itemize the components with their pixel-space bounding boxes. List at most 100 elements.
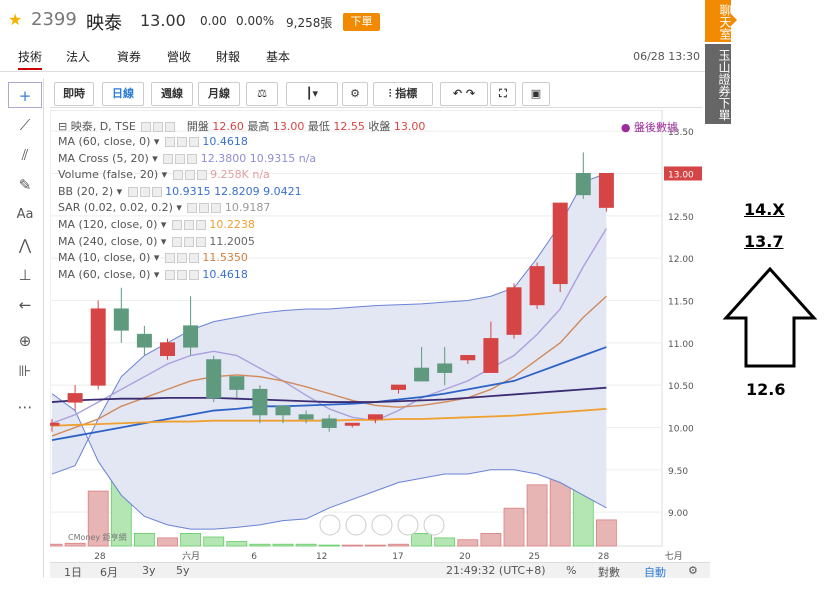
- chatroom-button[interactable]: 聊天室: [705, 0, 732, 42]
- post-market-data[interactable]: ● 盤後數據: [620, 121, 678, 134]
- more-icon[interactable]: ⋯: [17, 398, 33, 416]
- volume-bar: [596, 519, 617, 547]
- volume-bar: [411, 532, 433, 547]
- indicator-control-icon[interactable]: [183, 236, 194, 247]
- chart-area[interactable]: 13.50 13.00 12.50 12.00 11.50 11.00 10.50 10.00…: [50, 110, 712, 578]
- legend-eye-icon[interactable]: [141, 122, 152, 132]
- date-tick-label: 28: [598, 552, 610, 562]
- compare-scale-icon[interactable]: ⚖: [246, 82, 278, 106]
- indicator-legend-row[interactable]: Volume (false, 20) ▾ 9.258K n/a: [58, 168, 270, 181]
- bollinger-band: [52, 173, 607, 530]
- order-button[interactable]: 下單: [343, 13, 380, 31]
- legend-symbol: 映泰, D, TSE: [70, 120, 136, 133]
- brush-icon[interactable]: ✎: [18, 176, 32, 194]
- monthly-button[interactable]: 月線: [198, 82, 240, 106]
- back-arrow-icon[interactable]: ←: [18, 296, 32, 314]
- indicator-control-icon[interactable]: [196, 170, 207, 181]
- indicators-button[interactable]: ⫶ 指標: [373, 82, 433, 106]
- indicator-control-icon[interactable]: [176, 269, 187, 280]
- legend-settings-icon[interactable]: [153, 122, 164, 132]
- range-1d[interactable]: 1日: [64, 566, 82, 579]
- broker-order-button[interactable]: 玉山證券下單: [705, 44, 731, 124]
- tab-margin[interactable]: 資券: [117, 50, 142, 64]
- indicator-legend-row[interactable]: MA (240, close, 0) ▾ 11.2005: [58, 235, 255, 248]
- measure-icon[interactable]: ⊥: [18, 266, 32, 284]
- indicator-legend-row[interactable]: MA (120, close, 0) ▾ 10.2238: [58, 218, 255, 231]
- date-tick-label: 17: [392, 552, 403, 562]
- annotation-target-2: 13.7: [744, 232, 784, 251]
- indicator-control-icon[interactable]: [171, 220, 182, 230]
- indicator-control-icon[interactable]: [187, 153, 198, 164]
- fibonacci-icon[interactable]: ⫽: [21, 146, 29, 164]
- indicator-control-icon[interactable]: [175, 153, 186, 164]
- indicator-control-icon[interactable]: [164, 253, 175, 264]
- indicator-legend-row[interactable]: BB (20, 2) ▾ 10.9315 12.8209 9.0421: [58, 185, 302, 198]
- candle-body: [90, 308, 106, 386]
- weekly-button[interactable]: 週線: [151, 82, 193, 106]
- log-toggle[interactable]: 對數: [598, 566, 620, 579]
- last-price-tag-label: 13.00: [668, 170, 694, 180]
- indicator-control-icon[interactable]: [171, 236, 182, 247]
- indicator-control-icon[interactable]: [172, 170, 183, 181]
- settings-small-icon[interactable]: ⚙: [688, 564, 698, 577]
- indicator-control-icon[interactable]: [164, 137, 175, 147]
- chart-type-dropdown[interactable]: ┃▾: [286, 82, 338, 106]
- indicator-control-icon[interactable]: [187, 203, 198, 214]
- text-tool-icon[interactable]: Aa: [16, 207, 34, 222]
- ruler-icon[interactable]: ⊪: [18, 362, 32, 380]
- realtime-button[interactable]: 即時: [54, 82, 94, 106]
- range-3y[interactable]: 3y: [142, 564, 156, 577]
- daily-button[interactable]: 日線: [102, 82, 144, 106]
- undo-redo-icon[interactable]: ↶ ↷: [440, 82, 488, 106]
- tab-technical[interactable]: 技術: [18, 48, 43, 70]
- volume-bar: [457, 539, 479, 547]
- range-5y[interactable]: 5y: [176, 564, 190, 577]
- pattern-icon[interactable]: ⋀: [18, 236, 32, 254]
- ma240-line: [51, 386, 607, 403]
- indicator-control-icon[interactable]: [195, 220, 206, 230]
- indicator-control-icon[interactable]: [127, 186, 138, 197]
- indicator-control-icon[interactable]: [188, 137, 199, 147]
- candle-body: [160, 342, 175, 357]
- date-tick-label: 28: [94, 552, 106, 562]
- auto-toggle[interactable]: 自動: [644, 566, 666, 579]
- indicator-control-icon[interactable]: [188, 253, 199, 264]
- fullscreen-icon[interactable]: ⛶: [490, 82, 516, 106]
- indicator-legend-row[interactable]: MA (10, close, 0) ▾ 11.5350: [58, 251, 248, 264]
- indicator-control-icon[interactable]: [199, 203, 210, 214]
- indicator-control-icon[interactable]: [211, 203, 222, 214]
- indicator-control-icon[interactable]: [151, 186, 162, 197]
- price-change: 0.00: [200, 14, 227, 28]
- indicator-control-icon[interactable]: [176, 137, 187, 147]
- range-6m[interactable]: 6月: [100, 566, 118, 579]
- zoom-in-icon[interactable]: ⊕: [18, 332, 32, 350]
- indicator-control-icon[interactable]: [195, 236, 206, 247]
- tab-institutional[interactable]: 法人: [66, 50, 91, 64]
- tab-financials[interactable]: 財報: [216, 50, 241, 64]
- indicator-legend-row[interactable]: MA (60, close, 0) ▾ 10.4618: [58, 135, 248, 148]
- tab-basic[interactable]: 基本: [266, 50, 291, 64]
- indicator-legend-row[interactable]: MA (60, close, 0) ▾ 10.4618: [58, 268, 248, 281]
- indicator-control-icon[interactable]: [163, 153, 174, 164]
- volume-bar: [503, 507, 525, 547]
- legend-collapse-icon[interactable]: ⊟: [58, 120, 71, 133]
- indicator-legend-row[interactable]: MA Cross (5, 20) ▾ 12.3800 10.9315 n/a: [58, 152, 316, 165]
- camera-icon[interactable]: ▣: [522, 82, 550, 106]
- tab-revenue[interactable]: 營收: [167, 50, 192, 64]
- price-tick-label: 10.00: [668, 424, 694, 434]
- chart-canvas[interactable]: 13.50 13.00 12.50 12.00 11.50 11.00 10.50 10.00…: [50, 110, 712, 562]
- indicator-control-icon[interactable]: [183, 220, 194, 230]
- legend-close-icon[interactable]: [165, 122, 176, 132]
- indicator-legend-row[interactable]: SAR (0.02, 0.02, 0.2) ▾ 10.9187: [58, 201, 270, 214]
- percent-toggle[interactable]: %: [566, 564, 577, 577]
- price-tick-label: 10.50: [668, 382, 694, 392]
- crosshair-icon[interactable]: +: [8, 82, 42, 108]
- favorite-star-icon[interactable]: ★: [8, 10, 23, 29]
- settings-gear-icon[interactable]: ⚙: [342, 82, 368, 106]
- indicator-control-icon[interactable]: [188, 269, 199, 280]
- indicator-control-icon[interactable]: [139, 186, 150, 197]
- indicator-control-icon[interactable]: [176, 253, 187, 264]
- indicator-control-icon[interactable]: [184, 170, 195, 181]
- indicator-control-icon[interactable]: [164, 269, 175, 280]
- trendline-icon[interactable]: ⟋: [19, 116, 31, 134]
